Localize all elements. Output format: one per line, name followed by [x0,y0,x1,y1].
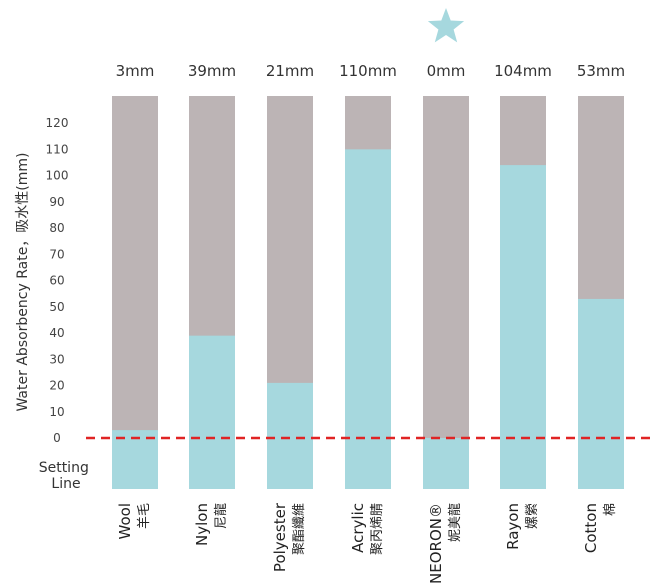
x-category-label-cn: 尼龍 [213,503,229,529]
y-tick-label: 110 [46,142,69,156]
bar-value [267,382,313,489]
y-tick-label: 0 [53,431,61,445]
y-tick-label: 30 [49,352,64,366]
y-tick-label: 90 [49,195,64,209]
x-category-label-en: Rayon [504,503,522,550]
y-axis-label: Water Absorbency Rate，吸水性(mm) [15,152,31,411]
x-category-label-en: Nylon [193,503,211,546]
x-axis-labels: Wool 羊毛 Nylon 尼龍 Polyester 聚酯纖維 Acrylic 聚丙烯腈 NEO… [116,502,618,584]
bar-value [423,438,469,489]
x-category-label-cn: 羊毛 [136,503,152,529]
x-category-label-en: Wool [116,503,134,539]
x-category-label-en: Polyester [271,502,289,572]
y-tick-label: 80 [49,221,64,235]
y-axis-ticks: 0 10 20 30 40 50 60 70 80 90 100 110 120 [46,116,69,445]
y-tick-label: 60 [49,274,64,288]
x-category-label-cn: 棉 [603,503,618,516]
x-category-label-en: Cotton [582,503,600,553]
bars: 3mm 39mm 21mm 110mm 0mm 104mm 53mm [112,62,625,490]
x-category-label-cn: 嫘縈 [525,503,540,529]
bar-value [500,165,546,489]
bar-value [578,298,624,489]
x-category-label-en: Acrylic [349,503,367,553]
x-category-label-cn: 聚丙烯腈 [370,503,385,555]
bar-value-label: 0mm [427,62,466,80]
y-tick-label: 120 [46,116,69,130]
y-tick-label: 100 [46,169,69,183]
bar-value [189,335,235,489]
bar-value-label: 21mm [266,62,314,80]
bar-value [345,149,391,490]
star-icon [427,8,465,43]
bar-value-label: 110mm [339,62,397,80]
x-category-label-cn: 妮美龍 [447,503,463,542]
y-tick-label: 70 [49,247,64,261]
y-tick-label: 50 [49,300,64,314]
y-tick-label: 20 [49,379,64,393]
y-tick-label: 40 [49,326,64,340]
bar-value-label: 39mm [188,62,236,80]
bar-value [112,430,158,489]
bar-value-label: 53mm [577,62,625,80]
x-category-label-en: NEORON® [427,503,445,584]
bar-value-label: 3mm [116,62,155,80]
bar-value-label: 104mm [494,62,552,80]
bar-background [423,96,469,489]
x-category-label-cn: 聚酯纖維 [292,503,307,555]
bar-background [112,96,158,489]
y-tick-label: 10 [49,405,64,419]
setting-line-label: Setting Line [39,460,94,492]
